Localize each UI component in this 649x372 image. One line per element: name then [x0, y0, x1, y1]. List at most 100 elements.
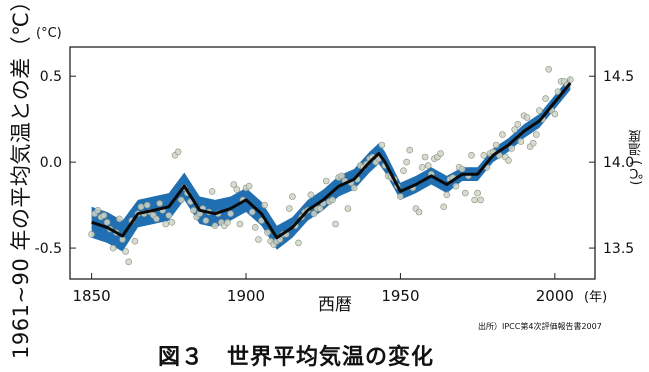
annual-point: [418, 164, 426, 171]
annual-point: [255, 236, 262, 243]
annual-point: [122, 248, 129, 255]
uncertainty-band-0: [91, 76, 571, 252]
annual-point: [397, 193, 404, 200]
annual-point: [536, 107, 543, 114]
annual-points-layer: [88, 66, 574, 266]
annual-point: [400, 167, 407, 174]
x-tick-label: 2000: [536, 287, 574, 305]
x-tick-label: 1900: [227, 287, 265, 305]
annual-point: [289, 193, 296, 200]
annual-point: [264, 229, 271, 236]
left-tick-label: 0.5: [40, 69, 62, 85]
annual-point: [452, 182, 460, 190]
annual-point: [248, 208, 256, 216]
left-tick-label: -0.5: [35, 241, 62, 257]
annual-point: [517, 138, 525, 145]
left-tick-label: 0.0: [40, 155, 62, 171]
left-axis-label: 1961~90 年の平均気温との差（℃）: [9, 0, 33, 359]
smoothed-line-layer: [91, 82, 572, 240]
annual-point: [566, 76, 574, 83]
annual-point: [461, 189, 469, 197]
annual-point: [233, 186, 241, 193]
annual-point: [261, 201, 268, 209]
annual-point: [143, 201, 151, 209]
annual-point: [551, 110, 559, 118]
annual-point: [230, 181, 237, 188]
annual-point: [310, 210, 318, 217]
annual-point: [227, 210, 234, 217]
annual-point: [523, 114, 531, 121]
annual-point: [532, 131, 540, 138]
annual-point: [505, 157, 512, 164]
annual-point: [542, 95, 549, 102]
annual-point: [100, 212, 108, 219]
x-tick-label: 1950: [381, 287, 419, 305]
annual-point: [307, 191, 315, 199]
annual-point: [406, 146, 414, 154]
annual-point: [211, 222, 219, 229]
annual-point: [545, 66, 553, 73]
annual-point: [403, 158, 410, 166]
annual-point: [177, 196, 185, 204]
annual-point: [492, 141, 500, 149]
annual-point: [116, 215, 123, 223]
annual-point: [499, 131, 506, 138]
annual-point: [350, 184, 358, 192]
annual-point: [468, 152, 475, 159]
annual-point: [480, 152, 488, 159]
annual-point: [508, 145, 515, 152]
annual-point: [338, 172, 346, 180]
annual-point: [156, 200, 163, 207]
annual-point: [415, 208, 423, 216]
annual-point: [421, 153, 429, 161]
right-tick-label: 14.5: [603, 69, 634, 85]
annual-point: [424, 162, 432, 169]
right-axis-label: (℃) 温度: [629, 130, 644, 186]
annual-point: [137, 203, 145, 211]
left-axis-unit: (°C): [36, 26, 62, 41]
annual-point: [190, 207, 197, 214]
annual-point: [529, 139, 537, 147]
annual-point: [437, 150, 444, 157]
annual-point: [236, 220, 244, 228]
annual-point: [514, 121, 522, 128]
annual-point: [554, 88, 562, 95]
annual-point: [322, 177, 330, 185]
annual-point: [474, 189, 481, 197]
annual-point: [285, 205, 293, 212]
right-tick-label: 14.0: [603, 155, 634, 171]
x-axis-label: 西暦: [318, 295, 352, 315]
annual-point: [332, 220, 339, 228]
annual-point: [316, 205, 324, 212]
annual-point: [109, 244, 117, 252]
annual-point: [295, 239, 302, 247]
annual-point: [471, 196, 478, 204]
annual-point: [208, 188, 216, 195]
annual-point: [443, 191, 451, 199]
axis-ticks-layer: 1850 1900 1950 2000 (年) -0.5 0.0 0.5 13.5 14.0 14.…: [35, 69, 635, 305]
annual-point: [125, 258, 132, 266]
annual-point: [88, 231, 95, 238]
smoothed-line-0: [91, 82, 572, 240]
annual-point: [378, 141, 386, 149]
annual-point: [477, 196, 485, 204]
annual-point: [162, 220, 169, 228]
annual-point: [103, 219, 111, 226]
annual-point: [165, 212, 173, 219]
annual-point: [458, 165, 466, 173]
annual-point: [344, 205, 352, 212]
annual-point: [511, 126, 519, 133]
annual-point: [440, 203, 448, 211]
x-tick-label: 1850: [73, 287, 111, 305]
annual-point: [329, 196, 336, 204]
annual-point: [252, 224, 259, 231]
uncertainty-band-layer: [91, 76, 571, 252]
annual-point: [168, 219, 176, 226]
annual-point: [174, 148, 182, 156]
annual-point: [131, 237, 139, 245]
annual-point: [224, 219, 231, 226]
annual-point: [245, 182, 253, 190]
annual-point: [202, 217, 210, 224]
